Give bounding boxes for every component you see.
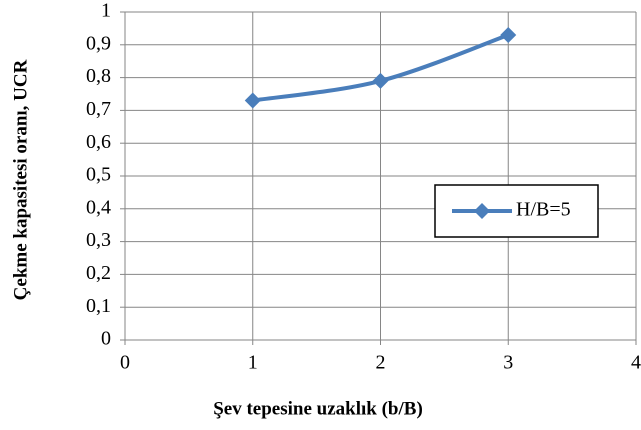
y-tick-label: 0,1 [86, 295, 111, 317]
x-tick-label: 1 [248, 352, 258, 374]
x-tick-label: 3 [503, 352, 513, 374]
x-tick-label: 2 [376, 352, 386, 374]
y-axis-title: Çekme kapasitesi oranı, UCR [10, 59, 31, 300]
y-tick-label: 0,3 [86, 229, 111, 251]
y-tick-label: 0,9 [86, 32, 111, 54]
x-axis-title: Şev tepesine uzaklık (b/B) [213, 398, 423, 419]
y-tick-label: 0,5 [86, 164, 111, 186]
y-tick-label: 0 [101, 328, 111, 350]
point-marker [372, 72, 389, 89]
y-tick-label: 0,2 [86, 262, 111, 284]
legend-label: H/B=5 [516, 199, 571, 221]
legend-marker [474, 203, 490, 219]
y-tick-label: 0,4 [86, 196, 111, 218]
y-tick-label: 0,6 [86, 131, 111, 153]
x-tick-label: 4 [631, 352, 641, 374]
y-tick-label: 0,8 [86, 65, 111, 87]
point-marker [244, 92, 261, 109]
y-tick-label: 0,7 [86, 98, 111, 120]
point-marker [500, 26, 517, 43]
y-tick-label: 1 [101, 0, 111, 22]
x-tick-label: 0 [120, 352, 130, 374]
